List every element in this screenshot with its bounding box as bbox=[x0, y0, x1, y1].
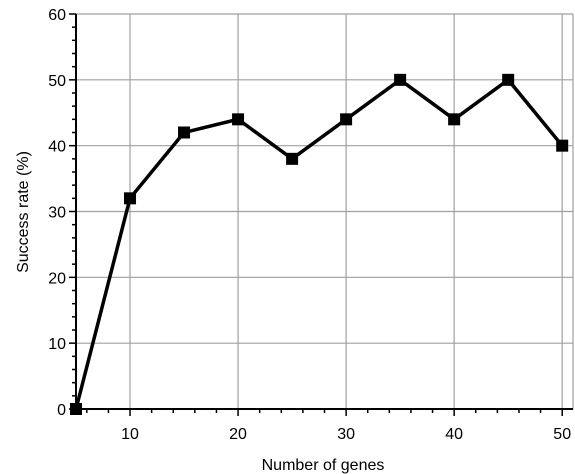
grid bbox=[76, 13, 574, 409]
axes bbox=[69, 13, 573, 416]
x-tick-label: 10 bbox=[121, 426, 139, 443]
data-point-marker bbox=[556, 139, 569, 152]
data-point-marker bbox=[394, 73, 407, 86]
tick-labels: 0 10 20 30 40 50 60 10 20 30 40 50 bbox=[48, 7, 571, 443]
y-tick-label: 10 bbox=[48, 336, 66, 353]
y-tick-label: 50 bbox=[48, 73, 66, 90]
data-point-marker bbox=[70, 403, 82, 415]
x-tick-label: 30 bbox=[337, 426, 355, 443]
y-tick-label: 30 bbox=[48, 205, 66, 222]
y-tick-label: 0 bbox=[57, 402, 66, 419]
data-point-marker bbox=[232, 113, 245, 126]
data-point-marker bbox=[178, 126, 191, 139]
x-tick-label: 20 bbox=[229, 426, 247, 443]
data-point-marker bbox=[286, 152, 299, 165]
data-point-marker bbox=[124, 192, 137, 205]
y-tick-label: 20 bbox=[48, 270, 66, 287]
series-line bbox=[74, 77, 564, 410]
data-point-marker bbox=[340, 113, 353, 126]
y-tick-label: 40 bbox=[48, 139, 66, 156]
data-point-marker bbox=[448, 113, 461, 126]
x-axis-title: Number of genes bbox=[262, 457, 385, 474]
series bbox=[70, 73, 569, 415]
y-tick-label: 60 bbox=[48, 7, 66, 24]
y-axis-title: Success rate (%) bbox=[15, 151, 32, 273]
x-tick-label: 50 bbox=[553, 426, 571, 443]
x-tick-label: 40 bbox=[445, 426, 463, 443]
data-point-marker bbox=[502, 73, 515, 86]
